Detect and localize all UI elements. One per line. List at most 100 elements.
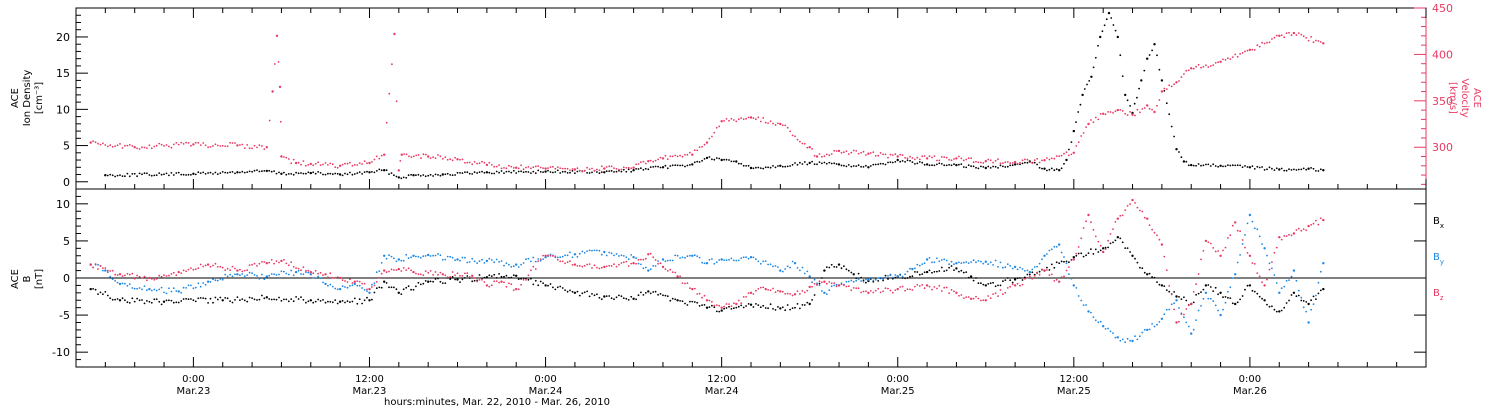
b-field-by-series-point	[324, 282, 327, 286]
ion-density-series-point	[1065, 158, 1068, 162]
b-field-bz-series-sample	[111, 269, 114, 272]
b-field-bz-series-sample	[869, 290, 872, 292]
velocity-series-point	[544, 167, 547, 170]
velocity-series-sample	[216, 144, 219, 147]
b-field-bz-series-sample	[226, 267, 229, 270]
b-field-bz-series-sample	[635, 262, 637, 265]
b-field-bx-series-sample	[901, 277, 904, 279]
b-field-by-series-sample	[980, 260, 982, 263]
b-field-bz-series-sample	[1038, 273, 1041, 276]
velocity-series-sample	[361, 163, 363, 165]
b-field-bx-series-sample	[1099, 249, 1102, 252]
velocity-series-sample	[391, 63, 393, 66]
b-field-bx-series-point	[1102, 247, 1105, 250]
ion-density-series-sample	[542, 171, 544, 174]
b-field-bx-series-sample	[620, 295, 623, 298]
b-field-bx-series-point	[823, 269, 826, 272]
b-field-by-series-sample	[916, 263, 919, 266]
velocity-series-sample	[571, 168, 574, 170]
b-field-axis-label: ACE B [nT]	[10, 269, 45, 289]
ion-density-series-sample	[275, 172, 278, 175]
b-field-bx-series-point	[749, 303, 753, 306]
b-field-bz-series-sample	[1239, 230, 1241, 233]
b-field-bz-series-sample	[1192, 291, 1195, 293]
b-field-bz-series-point	[383, 269, 386, 272]
b-field-by-series-sample	[701, 261, 703, 264]
b-field-bz-series-sample	[273, 262, 275, 265]
b-field-bx-series-sample	[305, 301, 307, 304]
ion-density-series-sample	[909, 159, 911, 162]
ion-density-series-sample	[464, 171, 466, 174]
b-field-bz-series-sample	[1006, 287, 1009, 289]
ion-density-series-point	[661, 166, 665, 169]
b-field-bx-series-sample	[1173, 291, 1175, 293]
ion-density-series-sample	[1217, 165, 1219, 168]
ion-density-series-sample	[1151, 49, 1153, 52]
velocity-series-sample	[1227, 57, 1229, 59]
b-field-bz-series-sample	[818, 280, 821, 283]
ion-density-series-sample	[931, 164, 933, 167]
b-field-by-series-sample	[657, 260, 659, 262]
b-field-bx-series-sample	[1231, 302, 1234, 305]
b-field-bx-series-sample	[649, 292, 652, 295]
velocity-series-point	[236, 144, 239, 147]
velocity-series-sample	[992, 161, 994, 164]
b-field-bx-series-sample	[150, 301, 153, 304]
ion-density-series-sample	[703, 158, 706, 160]
b-field-by-series-sample	[728, 258, 730, 261]
b-field-bx-series-sample	[1004, 279, 1007, 281]
b-field-bz-series-sample	[1114, 221, 1117, 223]
ion-density-series-sample	[1261, 166, 1263, 168]
b-field-by-series-point	[294, 270, 298, 274]
b-field-by-series-sample	[219, 278, 222, 280]
b-field-bx-series-sample	[319, 300, 322, 302]
b-field-by-series-sample	[596, 249, 598, 252]
velocity-series-sample	[862, 150, 865, 153]
velocity-series-sample	[344, 162, 346, 165]
b-field-bz-series	[89, 198, 1325, 324]
velocity-series-sample	[901, 154, 904, 157]
ion-density-series-point	[720, 158, 723, 162]
velocity-series-point	[925, 157, 929, 160]
b-field-by-series-sample	[845, 280, 848, 283]
b-field-bx-series-sample	[1197, 292, 1200, 295]
b-field-bz-series-sample	[349, 278, 351, 281]
velocity-series-sample	[943, 156, 946, 159]
b-field-bz-series-sample	[874, 289, 877, 292]
b-field-by-series-sample	[270, 273, 273, 275]
b-field-by-series-sample	[1063, 256, 1065, 258]
b-field-bx-series-sample	[1302, 300, 1305, 302]
velocity-series-sample	[109, 144, 112, 147]
velocity-series-sample	[1241, 52, 1244, 54]
b-field-bz-series-sample	[172, 271, 175, 274]
ion-density-series-sample	[967, 164, 970, 167]
b-field-bx-series-sample	[503, 275, 505, 278]
ion-density-series-sample	[980, 165, 982, 168]
ion-density-series-sample	[1293, 168, 1295, 171]
b-field-by-series-sample	[307, 271, 310, 274]
velocity-series-point	[632, 166, 635, 169]
b-field-bz-series-sample	[681, 282, 684, 284]
b-field-bx-series-sample	[317, 298, 319, 301]
b-field-by-series-sample	[1124, 341, 1127, 344]
b-field-by-series-sample	[116, 281, 119, 284]
b-field-bz-series-sample	[380, 272, 383, 275]
b-field-bx-series-sample	[287, 300, 290, 303]
ion-density-series-sample	[747, 164, 750, 167]
ion-density-series-sample	[1094, 56, 1097, 59]
ion-density-series-sample	[1048, 168, 1051, 171]
b-field-by-series-sample	[525, 258, 527, 261]
velocity-series-sample	[297, 161, 300, 164]
b-field-bx-series-sample	[199, 297, 202, 299]
ion-density-series-point	[338, 173, 342, 176]
velocity-series-sample	[1094, 116, 1097, 119]
velocity-series-sample	[493, 165, 496, 168]
b-field-by-series-sample	[317, 275, 319, 278]
velocity-series-sample	[666, 158, 669, 161]
ion-density-series-point	[1013, 163, 1017, 166]
ion-density-series-sample	[226, 172, 229, 174]
b-field-bx-series-sample	[1300, 299, 1303, 302]
ion-density-series-sample	[449, 174, 452, 176]
ion-density-series-sample	[686, 164, 689, 167]
b-field-by-series-sample	[730, 257, 733, 260]
